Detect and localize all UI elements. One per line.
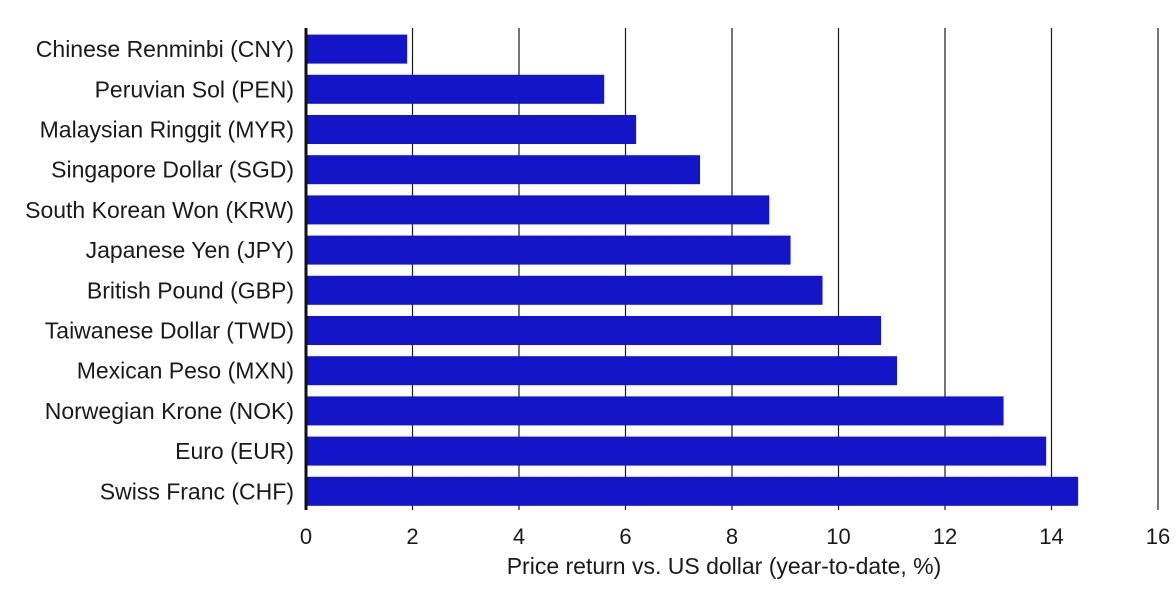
tick-label-8: 8 [726,524,738,549]
tick-label-12: 12 [933,524,957,549]
tick-label-4: 4 [513,524,525,549]
tick-label-10: 10 [826,524,850,549]
category-label-11: Swiss Franc (CHF) [100,478,294,504]
bar-2 [306,115,637,144]
category-label-7: Taiwanese Dollar (TWD) [45,318,294,344]
bar-9 [306,396,1004,426]
grid-lines [411,28,1159,510]
category-label-10: Euro (EUR) [175,438,294,464]
bar-10 [306,436,1047,466]
category-label-1: Peruvian Sol (PEN) [95,76,294,102]
tick-label-2: 2 [406,524,418,549]
category-label-6: British Pound (GBP) [87,277,294,303]
category-label-8: Mexican Peso (MXN) [77,358,294,384]
category-label-4: South Korean Won (KRW) [25,197,294,223]
tick-label-0: 0 [300,524,312,549]
category-label-9: Norwegian Krone (NOK) [45,398,294,424]
tick-label-14: 14 [1039,524,1063,549]
bar-1 [306,74,605,104]
category-labels: Chinese Renminbi (CNY) Peruvian Sol (PEN)… [25,36,294,504]
tick-labels: 0 2 4 6 8 10 12 14 16 [300,524,1170,549]
bar-7 [306,316,882,345]
category-label-0: Chinese Renminbi (CNY) [36,36,294,62]
bar-11 [306,476,1079,506]
tick-label-16: 16 [1146,524,1170,549]
bars [306,34,1079,506]
category-label-3: Singapore Dollar (SGD) [51,157,294,183]
category-label-5: Japanese Yen (JPY) [86,237,294,263]
category-label-2: Malaysian Ringgit (MYR) [40,117,294,143]
bar-0 [306,34,408,64]
bar-6 [306,275,823,305]
bar-4 [306,195,770,225]
bar-5 [306,235,791,265]
x-axis-title: Price return vs. US dollar (year-to-date… [507,553,942,579]
bar-8 [306,356,898,386]
tick-label-6: 6 [619,524,631,549]
bar-3 [306,155,701,185]
